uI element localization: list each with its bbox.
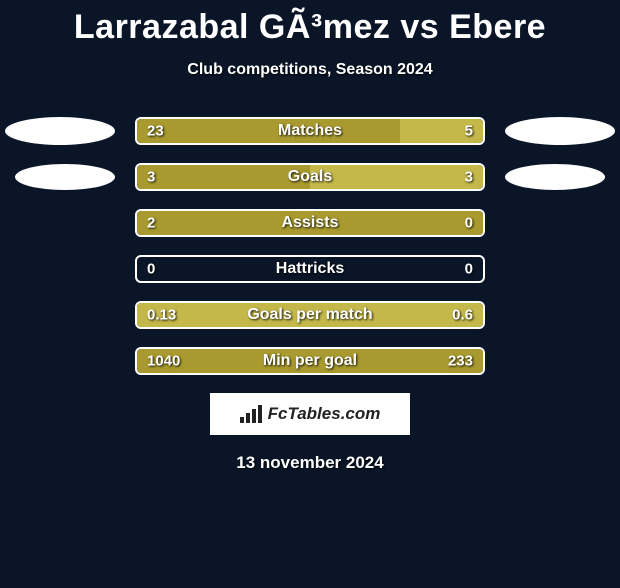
stat-bar: 23 5 Matches bbox=[135, 117, 485, 145]
bar-segment-left bbox=[137, 165, 310, 189]
value-left: 23 bbox=[147, 123, 164, 140]
value-right: 0 bbox=[465, 261, 473, 278]
fctables-logo: FcTables.com bbox=[210, 393, 410, 435]
value-left: 0.13 bbox=[147, 307, 176, 324]
stat-label: Goals per match bbox=[247, 306, 372, 324]
stat-bar: 2 0 Assists bbox=[135, 209, 485, 237]
stat-row: 2 0 Assists bbox=[0, 209, 620, 237]
stat-bar: 3 3 Goals bbox=[135, 163, 485, 191]
stat-bar: 0.13 0.6 Goals per match bbox=[135, 301, 485, 329]
value-right: 3 bbox=[465, 169, 473, 186]
value-right: 0 bbox=[465, 215, 473, 232]
stat-row: 0 0 Hattricks bbox=[0, 255, 620, 283]
date-text: 13 november 2024 bbox=[0, 453, 620, 473]
bar-segment-left bbox=[137, 119, 400, 143]
value-right: 0.6 bbox=[452, 307, 473, 324]
player-left-marker bbox=[15, 164, 115, 190]
stat-row: 23 5 Matches bbox=[0, 117, 620, 145]
stat-label: Matches bbox=[278, 122, 342, 140]
bar-segment-right bbox=[310, 165, 483, 189]
value-right: 233 bbox=[448, 353, 473, 370]
page-title: Larrazabal GÃ³mez vs Ebere bbox=[0, 8, 620, 47]
stat-bar: 1040 233 Min per goal bbox=[135, 347, 485, 375]
stat-bar: 0 0 Hattricks bbox=[135, 255, 485, 283]
value-left: 2 bbox=[147, 215, 155, 232]
stat-label: Assists bbox=[282, 214, 339, 232]
value-left: 1040 bbox=[147, 353, 180, 370]
comparison-chart: 23 5 Matches 3 3 Goals 2 0 Assists 0 0 Hattricks 0.1… bbox=[0, 117, 620, 375]
subtitle: Club competitions, Season 2024 bbox=[0, 61, 620, 79]
stat-row: 0.13 0.6 Goals per match bbox=[0, 301, 620, 329]
value-left: 3 bbox=[147, 169, 155, 186]
stat-label: Hattricks bbox=[276, 260, 344, 278]
stat-label: Goals bbox=[288, 168, 332, 186]
stat-row: 1040 233 Min per goal bbox=[0, 347, 620, 375]
stat-label: Min per goal bbox=[263, 352, 357, 370]
value-right: 5 bbox=[465, 123, 473, 140]
logo-text: FcTables.com bbox=[268, 404, 381, 424]
stat-row: 3 3 Goals bbox=[0, 163, 620, 191]
chart-icon bbox=[240, 405, 262, 423]
value-left: 0 bbox=[147, 261, 155, 278]
player-left-marker bbox=[5, 117, 115, 145]
player-right-marker bbox=[505, 117, 615, 145]
player-right-marker bbox=[505, 164, 605, 190]
